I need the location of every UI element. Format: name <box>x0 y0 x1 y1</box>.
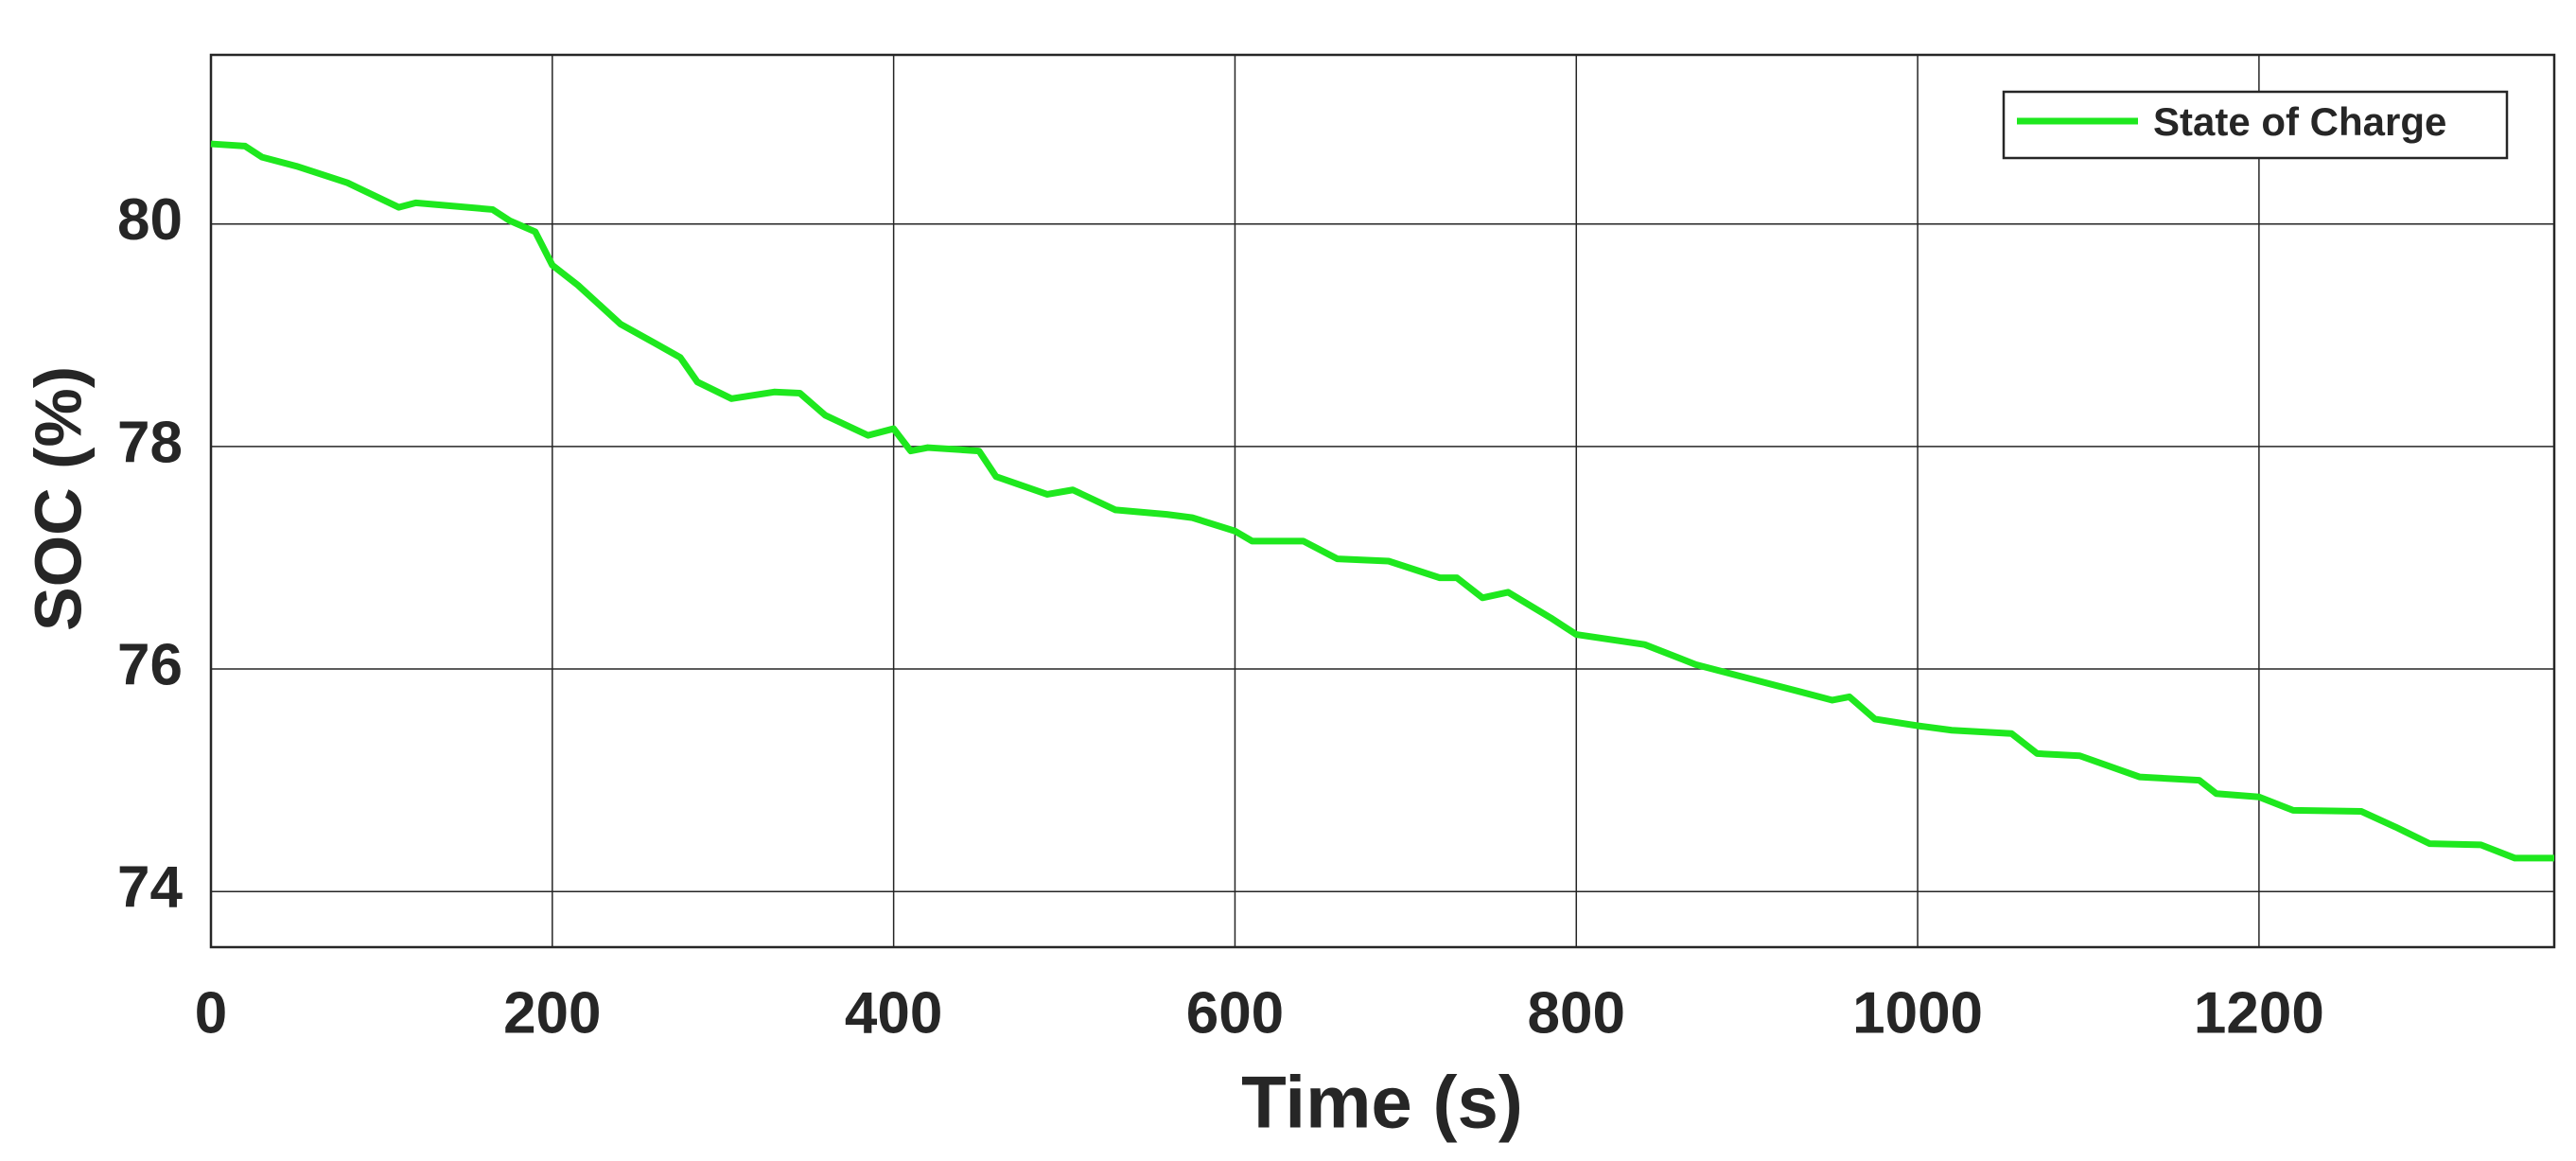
x-tick-label: 400 <box>845 980 942 1046</box>
plot-frame <box>209 53 2556 949</box>
x-tick-label: 600 <box>1186 980 1284 1046</box>
y-tick-label: 78 <box>117 410 183 475</box>
x-axis-label: Time (s) <box>1241 1061 1523 1144</box>
legend-label: State of Charge <box>2153 99 2446 144</box>
x-tick-label: 1000 <box>1852 980 1983 1046</box>
x-tick-label: 800 <box>1528 980 1625 1046</box>
y-axis-label: SOC (%) <box>21 366 95 631</box>
x-tick-label: 0 <box>195 980 227 1046</box>
x-tick-label: 1200 <box>2194 980 2324 1046</box>
y-tick-label: 74 <box>117 855 183 921</box>
data-line <box>210 140 2554 862</box>
x-tick-label: 200 <box>503 980 601 1046</box>
y-tick-label: 76 <box>117 632 183 697</box>
y-tick-label: 80 <box>117 187 183 253</box>
legend-box <box>2002 90 2509 160</box>
